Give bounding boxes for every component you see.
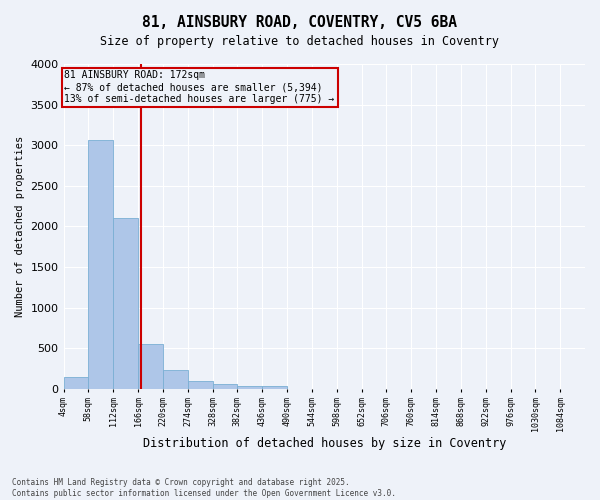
Bar xyxy=(88,140,113,389)
Bar xyxy=(262,386,287,389)
Bar xyxy=(138,344,163,389)
Y-axis label: Number of detached properties: Number of detached properties xyxy=(15,136,25,317)
Bar xyxy=(113,218,138,389)
Bar xyxy=(64,376,88,389)
Bar xyxy=(188,380,212,389)
Bar xyxy=(238,386,262,389)
Text: Size of property relative to detached houses in Coventry: Size of property relative to detached ho… xyxy=(101,35,499,48)
Text: Contains HM Land Registry data © Crown copyright and database right 2025.
Contai: Contains HM Land Registry data © Crown c… xyxy=(12,478,396,498)
Bar xyxy=(212,384,238,389)
X-axis label: Distribution of detached houses by size in Coventry: Distribution of detached houses by size … xyxy=(143,437,506,450)
Bar xyxy=(163,370,188,389)
Text: 81, AINSBURY ROAD, COVENTRY, CV5 6BA: 81, AINSBURY ROAD, COVENTRY, CV5 6BA xyxy=(143,15,458,30)
Text: 81 AINSBURY ROAD: 172sqm
← 87% of detached houses are smaller (5,394)
13% of sem: 81 AINSBURY ROAD: 172sqm ← 87% of detach… xyxy=(64,70,335,104)
